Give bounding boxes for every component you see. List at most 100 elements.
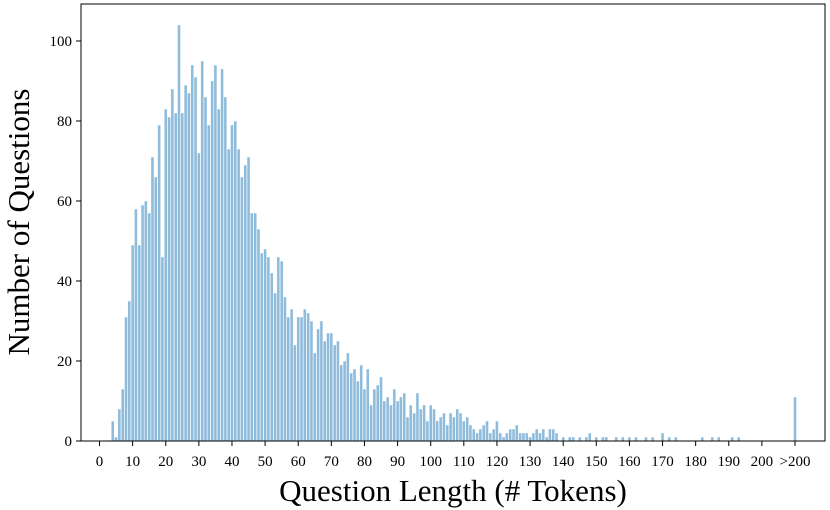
x-axis-label: Question Length (# Tokens) [279,473,627,508]
x-tick-label: 60 [291,454,306,470]
x-tick-label: 0 [96,454,104,470]
histogram-bar [164,108,168,442]
histogram-bar [554,432,559,442]
x-tick-label: 170 [651,454,674,470]
histogram-bar [117,408,122,442]
x-tick-label: 50 [258,454,273,470]
histogram-bar [270,272,274,442]
histogram-bar [455,408,459,442]
histogram-bar [614,436,618,442]
y-tick-label: 40 [57,274,72,290]
histogram-bar [465,416,469,442]
histogram-bar [319,320,324,442]
histogram-bar [379,376,383,442]
histogram-bar [561,436,565,442]
histogram-bar [485,420,489,442]
histogram-bar [627,436,632,442]
histogram-bar [243,164,247,442]
histogram-bar [213,64,218,442]
histogram-bar [498,432,502,442]
histogram-bar [316,328,320,442]
x-tick-label: 130 [519,454,542,470]
histogram-bar [352,368,357,442]
x-tick-label: 160 [618,454,641,470]
histogram-bar [674,436,678,442]
histogram-bar [717,436,721,442]
histogram-bar [346,352,350,442]
histogram-bar [515,424,519,442]
histogram-bar [478,428,483,442]
histogram-bar [326,332,330,442]
histogram-bar [525,432,529,442]
histogram-bar [144,200,148,442]
histogram-bar [528,436,532,442]
histogram-bar [501,436,506,442]
x-tick-label: 40 [224,454,239,470]
histogram-bar [604,436,608,442]
x-tick-label: 90 [390,454,405,470]
histogram-bar [376,384,380,442]
histogram-bar [412,412,416,442]
histogram-bar [544,436,549,442]
histogram-bar [432,408,436,442]
x-tick-label: 10 [125,454,140,470]
histogram-bar [127,300,132,442]
histogram-bar [366,368,370,442]
histogram-bar [548,428,552,442]
histogram-bar [256,228,261,442]
histogram-bar [293,344,297,442]
histogram-bar [120,388,125,442]
histogram-bar [210,80,214,442]
histogram-bar [495,420,499,442]
histogram-bar [253,212,257,442]
x-tick-label: >200 [780,454,811,470]
histogram-bar [276,256,281,442]
y-tick-label: 100 [50,34,73,50]
histogram-bar [236,148,241,442]
x-tick-label: 70 [324,454,339,470]
histogram-bar [170,88,175,442]
histogram-bar [286,316,290,442]
x-axis-ticks: 0 10 20 30 40 50 60 70 80 90 100 110 120 130 140 150 160… [96,441,811,470]
histogram-bar [279,260,284,442]
histogram-bar [475,432,479,442]
histogram-bar [111,420,115,442]
y-axis-ticks: 0 20 40 60 80 100 [50,34,81,450]
histogram-bar [462,420,466,442]
histogram-bar [508,428,512,442]
histogram-bar [601,436,605,442]
histogram-bar [329,332,334,442]
histogram-bar [568,436,572,442]
histogram-bar [511,428,516,442]
histogram-bar [359,364,363,442]
x-tick-label: 110 [453,454,475,470]
histogram-bar [730,436,734,442]
histogram-bar [458,412,463,442]
histogram-bar [154,176,158,442]
histogram-bar [177,24,181,442]
histogram-bar [114,436,118,442]
histogram-bar [389,404,393,442]
histogram-bar [660,432,665,442]
histogram-bar [452,416,456,442]
y-axis-label: Number of Questions [1,89,36,356]
x-tick-label: 80 [357,454,372,470]
x-tick-label: 140 [552,454,575,470]
histogram-bar [140,204,145,442]
histogram-bar [505,432,509,442]
x-tick-label: 20 [158,454,173,470]
histogram-bar [402,392,406,442]
x-tick-label: 100 [419,454,442,470]
histogram-bar [415,392,420,442]
histogram-bar [422,404,426,442]
histogram-bar [124,316,128,442]
histogram-bar [173,112,178,442]
histogram-bar [442,412,446,442]
histogram-bar [369,404,373,442]
histogram-bar [491,428,496,442]
histogram-bar [289,308,294,442]
x-tick-label: 120 [486,454,509,470]
histogram-bar [332,344,337,442]
histogram-bar [180,112,185,442]
histogram-bar [260,252,264,442]
